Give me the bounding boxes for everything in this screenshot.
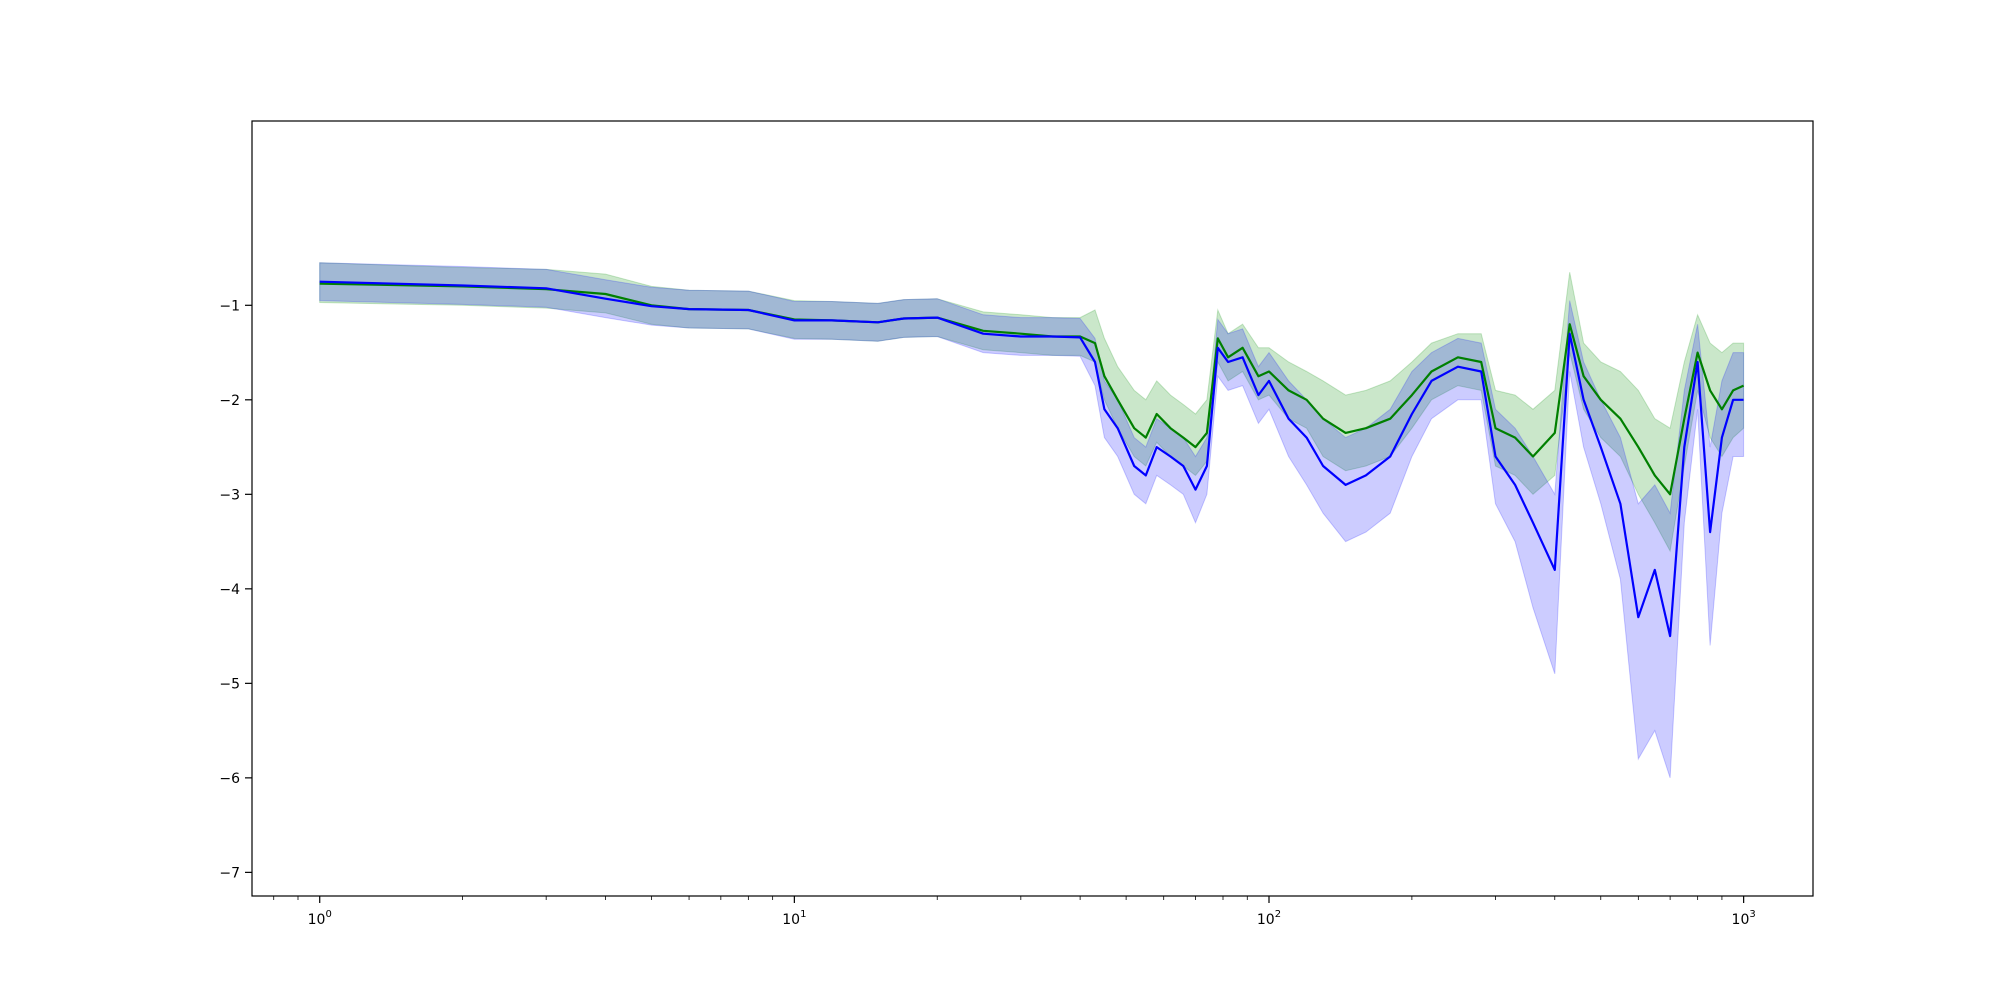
confidence-band-1	[319, 262, 1745, 553]
plot-frame	[251, 120, 1814, 897]
x-tick-label: 101	[782, 909, 806, 928]
x-tick-label: 103	[1732, 909, 1756, 928]
confidence-bands	[319, 262, 1745, 779]
y-tick-label: −1	[219, 298, 240, 314]
y-tick-label: −6	[219, 771, 240, 787]
confidence-band-2	[319, 262, 1745, 779]
x-tick-label: 102	[1257, 909, 1281, 928]
y-tick-label: −2	[219, 393, 240, 409]
y-axis: −1 −2 −3 −4 −5 −6 −7	[219, 298, 252, 881]
x-tick-label: 100	[308, 909, 332, 928]
y-tick-label: −5	[219, 676, 240, 692]
y-tick-label: −3	[219, 487, 240, 503]
series-line-2	[319, 280, 1744, 638]
series-lines	[319, 280, 1745, 638]
x-axis: 100 101 102 103	[273, 896, 1756, 928]
y-tick-label: −4	[219, 582, 240, 598]
y-tick-label: −7	[219, 865, 240, 881]
